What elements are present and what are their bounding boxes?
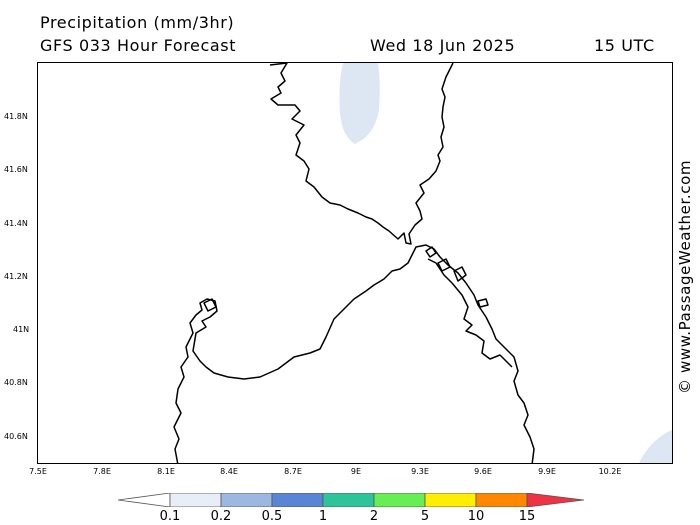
lat-label-41-4n: 41.4N xyxy=(4,219,28,228)
tavolara-island xyxy=(477,298,489,308)
lat-label-41n: 41N xyxy=(13,325,30,334)
lon-label-8-1e: 8.1E xyxy=(157,467,175,476)
legend-swatch-0-1 xyxy=(169,493,222,507)
legend-label-0-1: 0.1 xyxy=(159,509,181,524)
lon-label-8-7e: 8.7E xyxy=(284,467,302,476)
lat-label-41-8n: 41.8N xyxy=(4,112,28,121)
precip-area-north xyxy=(339,63,380,144)
legend-swatch-0-2 xyxy=(220,493,273,507)
legend-label-2: 2 xyxy=(369,509,379,524)
forecast-time: 15 UTC xyxy=(594,36,655,55)
lon-label-9-9e: 9.9E xyxy=(538,467,556,476)
legend-label-5: 5 xyxy=(420,509,430,524)
lat-label-40-8n: 40.8N xyxy=(4,378,28,387)
asinara-island xyxy=(203,298,217,312)
corsica-coastline xyxy=(269,63,454,245)
sardinia-northeast-coast xyxy=(427,258,513,368)
legend-label-0-5: 0.5 xyxy=(261,509,283,524)
precip-area-southeast xyxy=(639,429,672,463)
maddalena-island-2 xyxy=(437,258,451,272)
lon-label-9-6e: 9.6E xyxy=(474,467,492,476)
lat-label-41-2n: 41.2N xyxy=(4,272,28,281)
legend-left-triangle xyxy=(118,493,171,507)
precip-legend xyxy=(118,493,584,507)
lon-label-8-4e: 8.4E xyxy=(220,467,238,476)
legend-swatch-0-5 xyxy=(271,493,324,507)
lon-label-7-5e: 7.5E xyxy=(29,467,47,476)
map-area xyxy=(37,62,673,464)
lon-label-7-8e: 7.8E xyxy=(93,467,111,476)
sardinia-coastline xyxy=(173,244,535,463)
caprera-island xyxy=(453,266,467,282)
lat-label-40-6n: 40.6N xyxy=(4,432,28,441)
legend-swatch-10 xyxy=(475,493,528,507)
forecast-date: Wed 18 Jun 2025 xyxy=(370,36,516,55)
watermark-text: © www.PassageWeather.com xyxy=(676,159,694,394)
map-title: Precipitation (mm/3hr) xyxy=(40,13,235,32)
legend-swatch-2 xyxy=(373,493,426,507)
legend-right-triangle xyxy=(526,493,584,507)
maddalena-island xyxy=(425,246,437,258)
lon-label-9e: 9E xyxy=(350,467,362,476)
legend-swatch-5 xyxy=(424,493,477,507)
legend-label-0-2: 0.2 xyxy=(210,509,232,524)
legend-swatch-1 xyxy=(322,493,375,507)
map-canvas xyxy=(173,63,672,463)
lat-label-41-6n: 41.6N xyxy=(4,165,28,174)
lon-label-10-2e: 10.2E xyxy=(598,467,622,476)
forecast-subtitle: GFS 033 Hour Forecast xyxy=(40,36,237,55)
legend-label-1: 1 xyxy=(318,509,328,524)
lon-label-9-3e: 9.3E xyxy=(411,467,429,476)
legend-label-15: 15 xyxy=(518,509,536,524)
legend-label-10: 10 xyxy=(467,509,485,524)
